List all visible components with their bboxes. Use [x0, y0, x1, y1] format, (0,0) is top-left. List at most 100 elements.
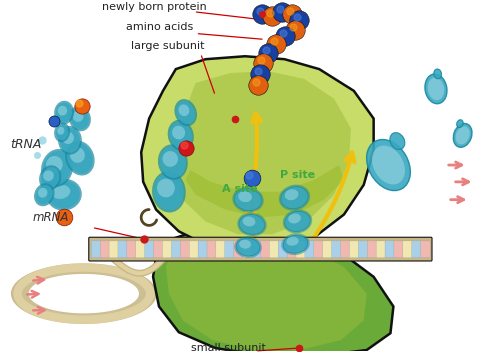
Text: amino acids: amino acids	[126, 22, 194, 31]
Ellipse shape	[456, 126, 469, 144]
Ellipse shape	[428, 78, 444, 100]
Ellipse shape	[162, 151, 178, 167]
Ellipse shape	[52, 185, 70, 199]
FancyBboxPatch shape	[314, 241, 324, 258]
Ellipse shape	[236, 238, 260, 256]
FancyBboxPatch shape	[180, 241, 190, 258]
Ellipse shape	[70, 147, 85, 163]
Ellipse shape	[72, 111, 84, 122]
Ellipse shape	[62, 132, 74, 144]
Ellipse shape	[46, 179, 82, 211]
Ellipse shape	[41, 149, 73, 187]
FancyBboxPatch shape	[109, 241, 118, 258]
Ellipse shape	[71, 108, 89, 129]
Ellipse shape	[58, 126, 82, 155]
Ellipse shape	[60, 128, 80, 153]
FancyBboxPatch shape	[403, 241, 412, 258]
FancyBboxPatch shape	[394, 241, 404, 258]
Polygon shape	[30, 275, 138, 313]
FancyBboxPatch shape	[367, 241, 377, 258]
Ellipse shape	[158, 144, 188, 180]
FancyBboxPatch shape	[198, 241, 208, 258]
Ellipse shape	[178, 104, 190, 116]
FancyBboxPatch shape	[376, 241, 386, 258]
Ellipse shape	[38, 188, 48, 198]
Text: small subunit: small subunit	[190, 343, 266, 353]
FancyBboxPatch shape	[234, 241, 243, 258]
Ellipse shape	[279, 185, 310, 211]
Ellipse shape	[288, 214, 301, 223]
Ellipse shape	[390, 133, 405, 150]
Ellipse shape	[242, 216, 256, 226]
Text: mRNA: mRNA	[32, 211, 69, 225]
Ellipse shape	[58, 127, 64, 135]
Ellipse shape	[168, 120, 194, 151]
Ellipse shape	[67, 143, 92, 174]
Polygon shape	[153, 227, 394, 353]
Ellipse shape	[41, 167, 60, 189]
FancyBboxPatch shape	[252, 241, 261, 258]
FancyBboxPatch shape	[172, 241, 181, 258]
Polygon shape	[141, 56, 374, 254]
Ellipse shape	[43, 151, 71, 185]
FancyBboxPatch shape	[136, 241, 145, 258]
Text: newly born protein: newly born protein	[102, 2, 206, 12]
Ellipse shape	[372, 145, 405, 185]
Ellipse shape	[48, 181, 80, 209]
Polygon shape	[12, 264, 156, 323]
FancyBboxPatch shape	[322, 241, 332, 258]
FancyBboxPatch shape	[225, 241, 234, 258]
Ellipse shape	[34, 183, 54, 206]
FancyBboxPatch shape	[270, 241, 279, 258]
Ellipse shape	[39, 165, 62, 191]
FancyBboxPatch shape	[278, 241, 288, 258]
Ellipse shape	[283, 209, 312, 233]
Polygon shape	[166, 239, 366, 350]
Ellipse shape	[154, 173, 184, 210]
FancyBboxPatch shape	[305, 241, 314, 258]
Ellipse shape	[176, 101, 195, 124]
Ellipse shape	[157, 179, 175, 197]
Ellipse shape	[69, 106, 91, 131]
Ellipse shape	[284, 211, 310, 232]
Ellipse shape	[238, 191, 252, 202]
FancyBboxPatch shape	[189, 241, 199, 258]
Text: large subunit: large subunit	[132, 41, 205, 51]
Ellipse shape	[54, 101, 74, 125]
FancyBboxPatch shape	[260, 241, 270, 258]
Polygon shape	[171, 71, 351, 234]
Text: tRNA: tRNA	[10, 138, 42, 151]
Ellipse shape	[456, 120, 463, 127]
FancyBboxPatch shape	[118, 241, 128, 258]
FancyBboxPatch shape	[350, 241, 359, 258]
FancyBboxPatch shape	[162, 241, 172, 258]
Ellipse shape	[58, 106, 67, 115]
Text: A site: A site	[222, 184, 258, 194]
FancyBboxPatch shape	[385, 241, 394, 258]
FancyBboxPatch shape	[412, 241, 422, 258]
Ellipse shape	[152, 171, 186, 213]
Ellipse shape	[239, 214, 265, 234]
Ellipse shape	[170, 122, 192, 149]
Ellipse shape	[281, 233, 310, 255]
Ellipse shape	[36, 185, 52, 204]
Ellipse shape	[234, 236, 262, 258]
Ellipse shape	[434, 69, 442, 79]
FancyBboxPatch shape	[127, 241, 136, 258]
Ellipse shape	[454, 124, 472, 147]
Ellipse shape	[239, 240, 251, 249]
FancyBboxPatch shape	[296, 241, 306, 258]
Text: P site: P site	[280, 170, 315, 180]
Ellipse shape	[174, 99, 197, 126]
FancyBboxPatch shape	[154, 241, 164, 258]
FancyBboxPatch shape	[216, 241, 226, 258]
Ellipse shape	[425, 74, 447, 104]
Ellipse shape	[56, 103, 72, 122]
FancyBboxPatch shape	[420, 241, 430, 258]
FancyBboxPatch shape	[242, 241, 252, 258]
FancyBboxPatch shape	[340, 241, 350, 258]
FancyBboxPatch shape	[89, 237, 432, 261]
Ellipse shape	[281, 187, 308, 209]
Polygon shape	[186, 165, 344, 217]
Ellipse shape	[46, 156, 62, 173]
